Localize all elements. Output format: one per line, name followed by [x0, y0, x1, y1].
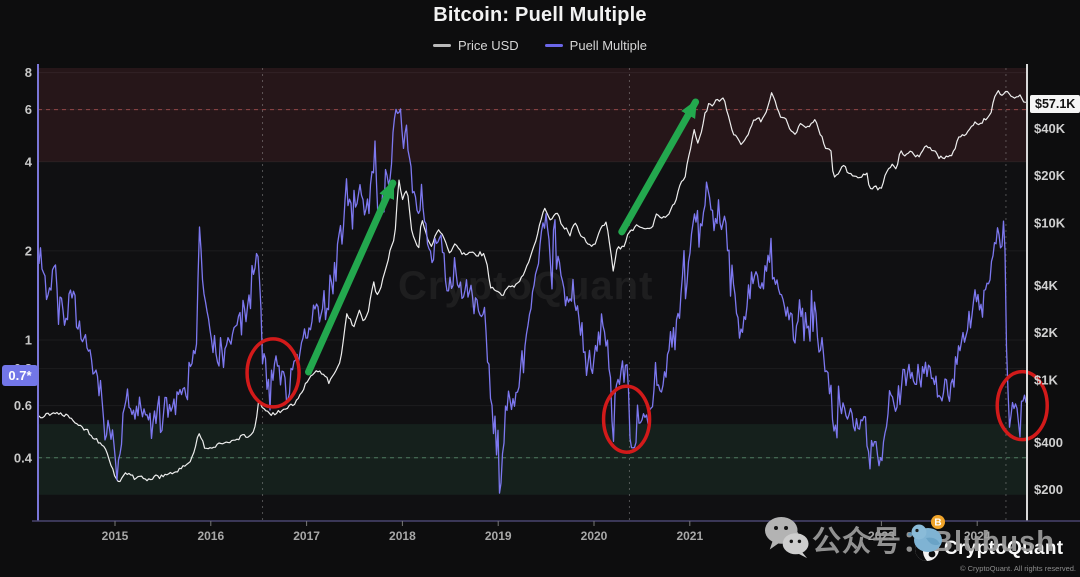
x-tick: 2017	[293, 529, 320, 543]
y-left-tick: 2	[25, 243, 32, 258]
y-right-tick: $10K	[1034, 216, 1066, 231]
price-current-value-badge: $57.1K	[1030, 95, 1080, 114]
cryptoquant-wordmark: CryptoQuant	[944, 538, 1064, 559]
x-tick: 2019	[485, 529, 512, 543]
puell-current-value-badge: 0.7*	[2, 364, 38, 386]
y-left-tick: 1	[25, 333, 32, 348]
x-tick: 2021	[676, 529, 703, 543]
highlight-circle	[995, 369, 1049, 442]
chart-legend: Price USD Puell Multiple	[0, 38, 1080, 53]
y-left-tick: 0.6	[14, 398, 32, 413]
x-tick: 2023	[868, 529, 895, 543]
trend-arrow	[305, 179, 397, 376]
y-right-tick: $40K	[1034, 121, 1066, 136]
page-title: Bitcoin: Puell Multiple	[433, 4, 647, 26]
highlight-circle	[245, 337, 301, 409]
x-tick: 2015	[102, 529, 129, 543]
legend-label: Puell Multiple	[569, 38, 647, 53]
series-puell-multiple	[38, 108, 1027, 494]
y-left-tick: 4	[25, 154, 33, 169]
trend-arrow	[618, 98, 700, 236]
y-right-tick: $4K	[1034, 278, 1058, 293]
y-right-tick: $400	[1034, 435, 1063, 450]
x-tick: 2020	[581, 529, 608, 543]
y-right-tick: $1K	[1034, 373, 1058, 388]
y-right-tick: $2K	[1034, 325, 1058, 340]
y-right-tick: $20K	[1034, 168, 1066, 183]
copyright-text: © CryptoQuant. All rights reserved.	[960, 564, 1076, 573]
undervalued-zone	[38, 424, 1027, 495]
y-right-tick: $200	[1034, 482, 1063, 497]
overvalued-zone	[38, 68, 1027, 162]
legend-dash-icon	[544, 44, 563, 47]
legend-item-puell-multiple[interactable]: Puell Multiple	[544, 38, 647, 53]
x-tick: 2016	[197, 529, 224, 543]
svg-text:B: B	[934, 518, 941, 529]
series-price-usd	[38, 89, 1027, 483]
legend-dash-icon	[432, 44, 451, 47]
wechat-icon	[764, 516, 810, 565]
legend-item-price-usd[interactable]: Price USD	[432, 38, 519, 53]
y-left-tick: 6	[25, 102, 32, 117]
y-left-tick: 0.4	[14, 450, 33, 465]
x-tick: 2018	[389, 529, 416, 543]
x-tick: 2024	[964, 529, 991, 543]
bird-mascot-icon: B	[906, 512, 954, 561]
footer-overlay: 公众号：Blubush B CryptoQuant © CryptoQuant.…	[762, 512, 1080, 577]
y-left-tick: 8	[25, 65, 32, 80]
legend-label: Price USD	[457, 38, 519, 53]
highlight-circle	[601, 384, 652, 454]
